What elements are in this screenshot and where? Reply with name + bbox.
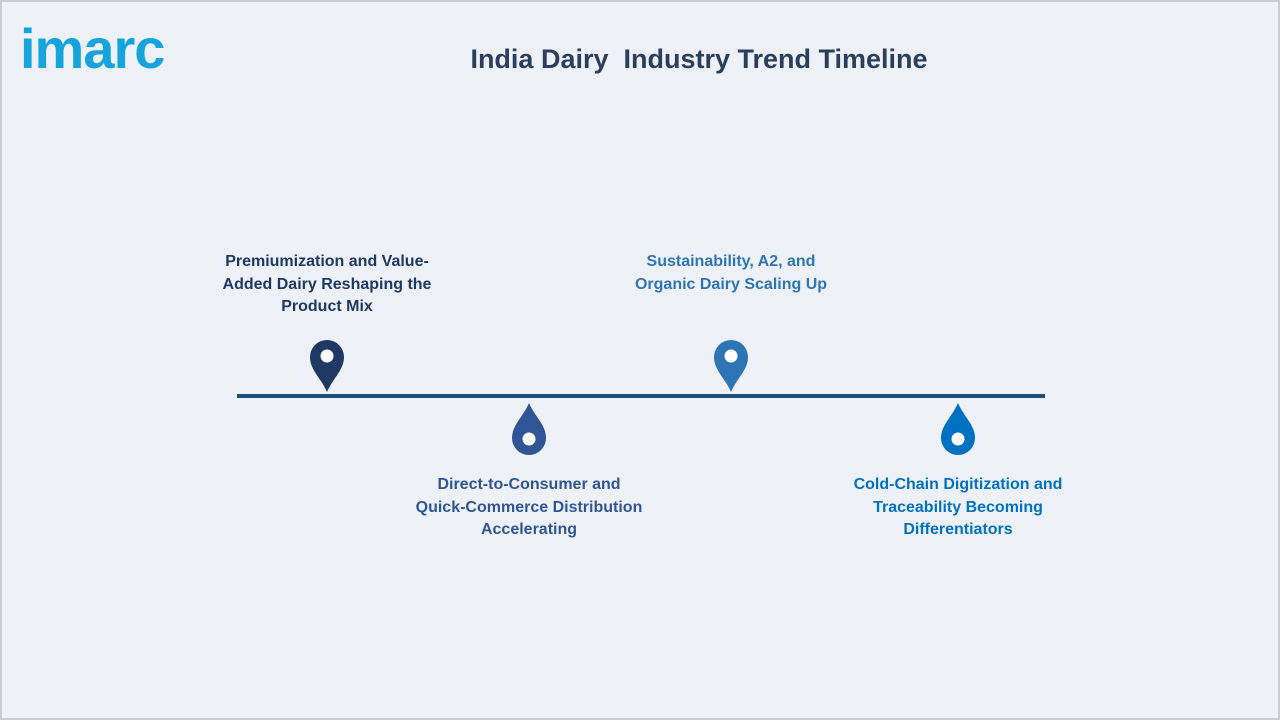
milestone-label: Direct-to-Consumer and Quick-Commerce Di… [415, 476, 643, 538]
marker [714, 340, 748, 392]
logo: imarc [20, 17, 165, 80]
milestone-label: Sustainability, A2, and Organic Dairy Sc… [634, 253, 828, 293]
milestone-label: Cold-Chain Digitization and Traceability… [853, 476, 1063, 538]
marker-shape [714, 340, 748, 392]
marker-dot [724, 349, 738, 363]
marker [941, 403, 975, 455]
marker-shape [941, 403, 975, 455]
marker [310, 340, 344, 392]
marker-shape [310, 340, 344, 392]
title: India Dairy Industry Trend Timeline [470, 44, 928, 74]
marker-dot [951, 432, 965, 446]
milestone-label: Premiumization and Value-Added Dairy Res… [222, 253, 432, 315]
marker-dot [320, 349, 334, 363]
marker [512, 403, 546, 455]
marker-dot [522, 432, 536, 446]
marker-shape [512, 403, 546, 455]
